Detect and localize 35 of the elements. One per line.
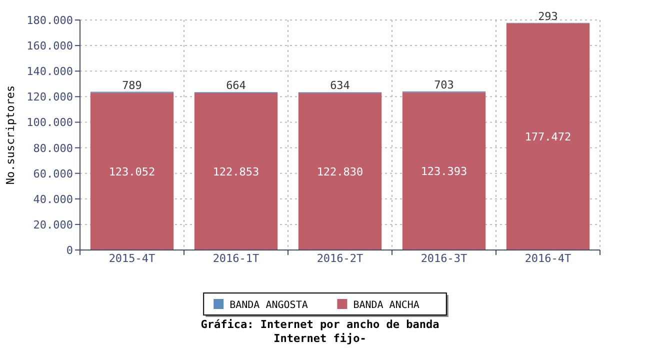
legend-label: BANDA ANGOSTA <box>230 300 308 311</box>
data-label: 789 <box>122 78 142 92</box>
data-label: 703 <box>434 78 454 92</box>
text: Gráfica: Internet por ancho de banda <box>200 318 440 331</box>
data-label: 664 <box>226 79 246 92</box>
bar <box>506 23 590 250</box>
data-label: 634 <box>330 79 350 92</box>
x-tick-label: 2016-3T <box>420 252 468 265</box>
y-tick-label: 60.000 <box>33 167 73 180</box>
y-axis-title: No.suscriptores <box>4 85 17 185</box>
data-label: 122.853 <box>212 166 260 179</box>
bar <box>194 93 278 250</box>
x-tick-label: 2016-1T <box>212 252 260 265</box>
data-label: 123.393 <box>420 165 468 178</box>
text: Internet fijo- <box>274 332 366 345</box>
data-label: 122.830 <box>316 166 364 179</box>
y-tick-label: 80.000 <box>33 142 73 155</box>
bar <box>402 92 486 250</box>
y-tick-label: 0 <box>66 244 73 257</box>
y-tick-label: 180.000 <box>26 14 73 27</box>
bar <box>90 92 174 250</box>
x-tick-label: 2015-4T <box>108 252 156 265</box>
y-tick-label: 160.000 <box>26 40 73 53</box>
x-tick-label: 2016-2T <box>316 252 364 265</box>
data-label: 293 <box>538 10 558 23</box>
y-tick-label: 120.000 <box>26 90 73 104</box>
y-tick-label: 140.000 <box>26 65 73 78</box>
y-tick-label: 40.000 <box>33 192 73 206</box>
data-label: 123.052 <box>108 165 156 178</box>
bar <box>298 93 382 250</box>
y-tick-label: 100.000 <box>26 116 73 130</box>
data-label: 177.472 <box>524 130 572 144</box>
legend-label: BANDA ANCHA <box>353 300 420 311</box>
y-tick-label: 20.000 <box>33 218 73 232</box>
x-tick-label: 2016-4T <box>524 252 572 265</box>
